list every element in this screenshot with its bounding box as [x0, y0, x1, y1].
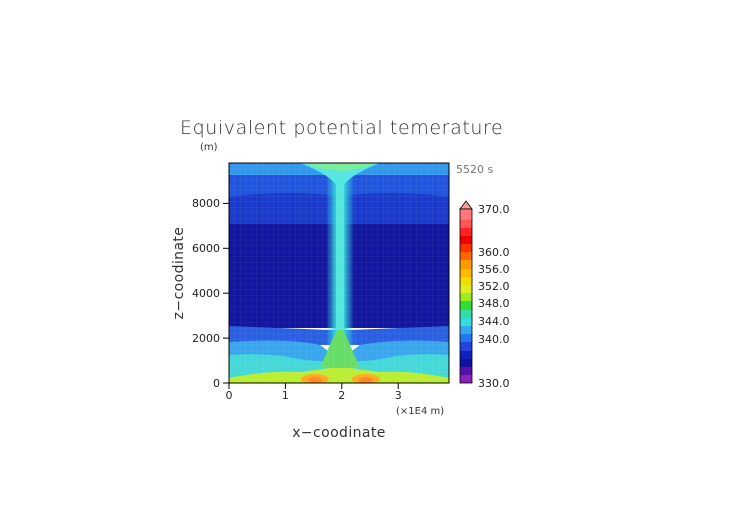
plot-frame [228, 162, 450, 384]
colorbar-swatch-362 [460, 236, 472, 244]
chart-title: Equivalent potential temerature [180, 117, 503, 139]
colorbar-swatch-356 [460, 260, 472, 269]
colorbar-swatch-342 [460, 334, 472, 342]
time-label: 5520 s [456, 163, 493, 176]
x-axis: 0 1 2 3 (×1E4 m) x−coodinate [226, 383, 444, 441]
colorbar-swatch-364 [460, 228, 472, 236]
colorbar-label-344: 344.0 [478, 315, 510, 328]
colorbar-swatch-346 [460, 310, 472, 318]
colorbar-swatch-366 [460, 220, 472, 228]
colorbar-overflow-triangle [459, 200, 473, 210]
colorbar-swatch-340 [460, 342, 472, 351]
colorbar-swatch-336 [460, 359, 472, 367]
colorbar-swatch-352 [460, 285, 472, 293]
colorbar-swatch-358 [460, 252, 472, 260]
colorbar-swatch-338 [460, 351, 472, 359]
colorbar-swatch-334 [460, 367, 472, 375]
colorbar-swatch-360 [460, 244, 472, 252]
grid-overlay [229, 163, 449, 383]
colorbar-frame [459, 208, 473, 384]
y-axis-title: z−coodinate [171, 227, 187, 320]
colorbar-swatch-332 [460, 375, 472, 383]
y-tick-label-4000: 4000 [192, 287, 220, 300]
colorbar-swatch-353 [460, 277, 472, 285]
x-axis-title: x−coodinate [292, 425, 386, 441]
colorbar-swatch-354 [460, 269, 472, 277]
y-tick-label-0: 0 [213, 377, 220, 390]
colorbar-label-352: 352.0 [478, 280, 510, 293]
y-tick-label-2000: 2000 [192, 332, 220, 345]
colorbar-label-330: 330.0 [478, 377, 510, 390]
colorbar-swatch-348 [460, 301, 472, 310]
heatmap-field [229, 163, 449, 383]
y-unit-label: (m) [200, 142, 218, 153]
x-tick-label-1: 1 [282, 389, 289, 402]
y-tick-label-6000: 6000 [192, 242, 220, 255]
y-axis: 0 2000 4000 6000 8000 z−coodinate [171, 197, 229, 390]
colorbar-swatch-344 [460, 326, 472, 334]
colorbar-label-360: 360.0 [478, 246, 510, 259]
y-tick-label-8000: 8000 [192, 197, 220, 210]
colorbar-label-370: 370.0 [478, 203, 510, 216]
x-tick-label-3: 3 [395, 389, 402, 402]
colorbar-label-340: 340.0 [478, 333, 510, 346]
colorbar-swatch-368 [460, 209, 472, 220]
x-tick-label-0: 0 [226, 389, 233, 402]
colorbar-swatch-345 [460, 318, 472, 326]
colorbar-label-348: 348.0 [478, 297, 510, 310]
colorbar-swatch-350 [460, 293, 472, 301]
x-tick-label-2: 2 [338, 389, 345, 402]
x-unit-label: (×1E4 m) [396, 406, 444, 417]
colorbar-label-356: 356.0 [478, 263, 510, 276]
colorbar: 370.0 360.0 356.0 352.0 348.0 344.0 340.… [459, 200, 510, 390]
